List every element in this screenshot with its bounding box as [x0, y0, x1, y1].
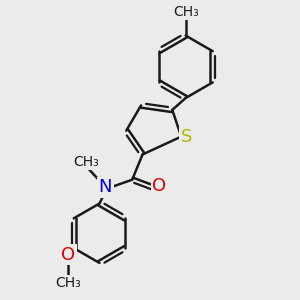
Text: CH₃: CH₃ [173, 5, 199, 20]
Text: CH₃: CH₃ [73, 155, 99, 169]
Text: S: S [181, 128, 192, 146]
Text: O: O [61, 246, 75, 264]
Text: CH₃: CH₃ [56, 276, 81, 290]
Text: O: O [152, 177, 167, 195]
Text: N: N [99, 178, 112, 196]
